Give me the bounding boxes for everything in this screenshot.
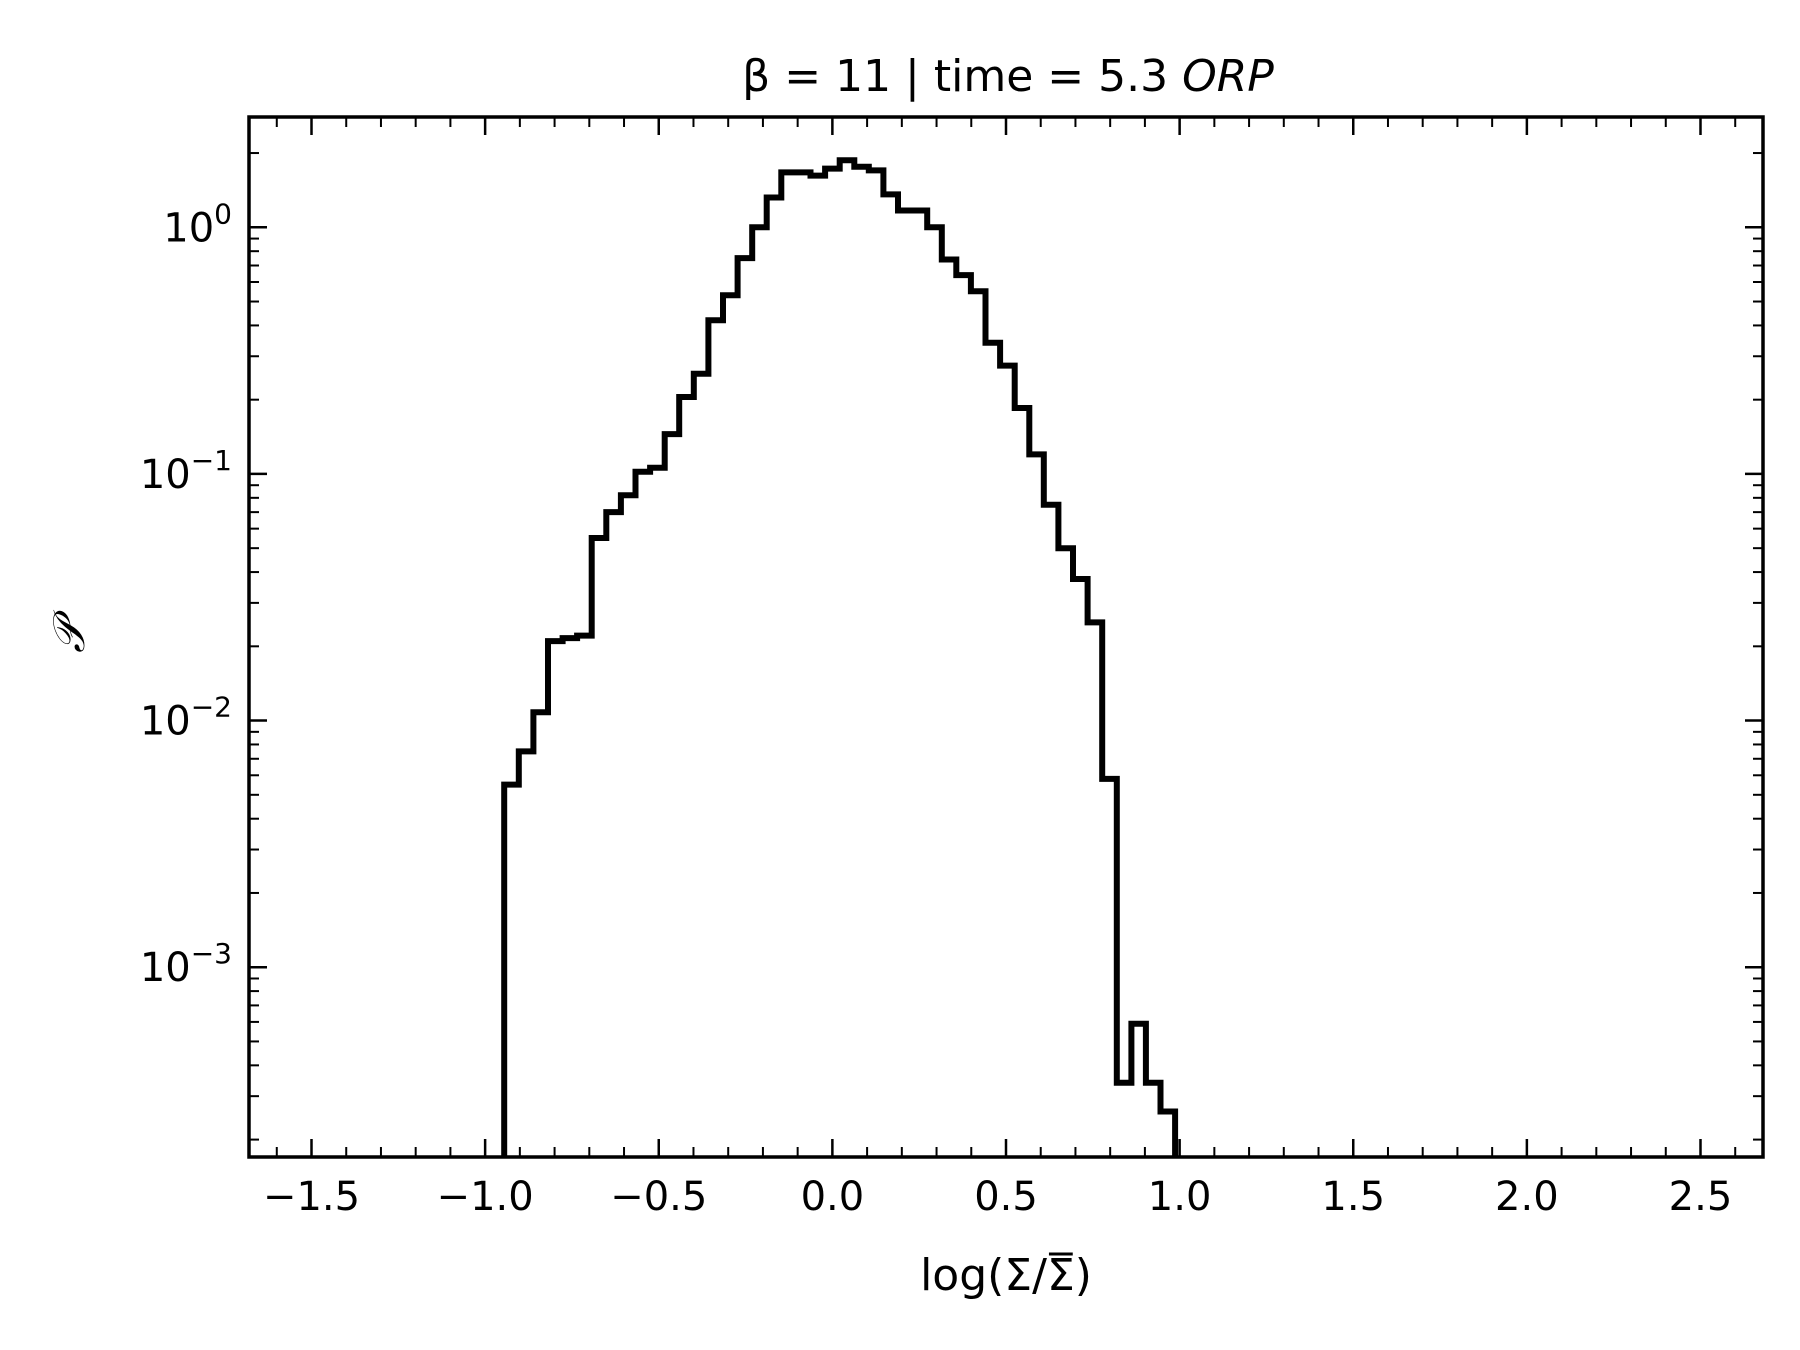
chart-title: β = 11 | time = 5.3 ORP [742, 51, 1274, 102]
x-tick-label: −1.5 [263, 1174, 360, 1220]
y-tick-label: 10−2 [140, 691, 232, 745]
y-tick-label: 10−3 [140, 937, 232, 991]
x-tick-label: 0.0 [801, 1174, 865, 1220]
plot-frame [247, 115, 1765, 1159]
x-tick-label: 2.5 [1669, 1174, 1733, 1220]
y-tick-labels: 100 10−1 10−2 10−3 [140, 197, 232, 991]
histogram-step-line [501, 157, 1179, 1157]
x-tick-label: 2.0 [1495, 1174, 1559, 1220]
y-axis-label: 𝒫 [44, 610, 95, 653]
x-tick-label: 0.5 [974, 1174, 1038, 1220]
y-tick-label: 10−1 [140, 444, 232, 498]
x-axis-label: log(Σ/Σ) [920, 1250, 1092, 1301]
x-tick-label: 1.5 [1321, 1174, 1385, 1220]
x-tick-label: −1.0 [437, 1174, 534, 1220]
y-tick-label: 100 [163, 197, 232, 251]
x-tick-label: −0.5 [610, 1174, 707, 1220]
x-tick-label: 1.0 [1148, 1174, 1212, 1220]
axis-ticks [249, 117, 1763, 1157]
x-tick-labels: −1.5 −1.0 −0.5 0.0 0.5 1.0 1.5 2.0 2.5 [263, 1174, 1732, 1220]
